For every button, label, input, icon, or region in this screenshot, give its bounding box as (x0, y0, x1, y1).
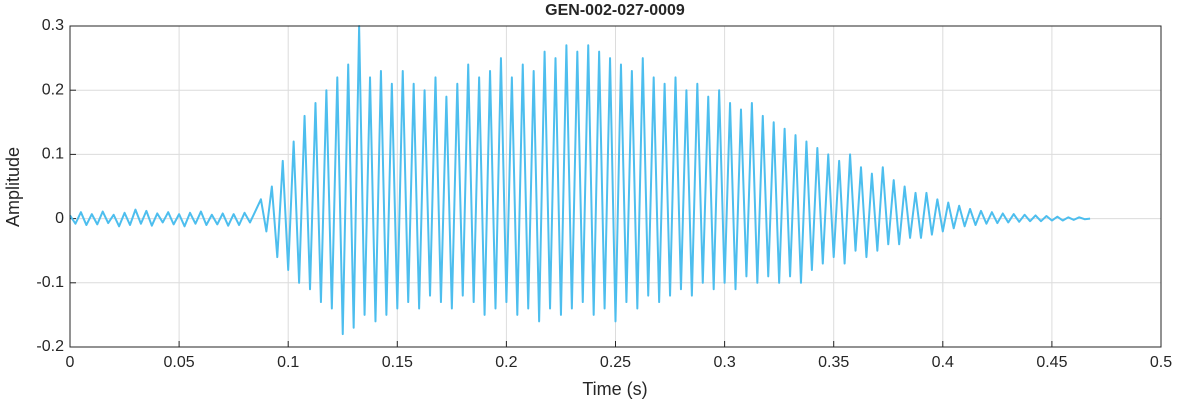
x-tick-label: 0.05 (164, 354, 195, 371)
x-tick-label: 0.5 (1150, 354, 1172, 371)
x-tick-label: 0.15 (382, 354, 413, 371)
y-tick-label: 0.1 (42, 146, 64, 163)
plot-frame (69, 25, 1162, 348)
x-axis-label: Time (s) (582, 379, 647, 399)
chart-title: GEN-002-027-0009 (545, 2, 685, 19)
x-tick-label: 0 (66, 354, 75, 371)
x-tick-label: 0.4 (932, 354, 954, 371)
x-tick-label: 0.35 (818, 354, 849, 371)
y-tick-label: -0.1 (36, 274, 64, 291)
waveform-line (69, 25, 1091, 336)
y-tick-label: 0.2 (42, 81, 64, 98)
x-tick-label: 0.25 (600, 354, 631, 371)
y-tick-label: -0.2 (36, 338, 64, 355)
y-tick-label: 0 (55, 210, 64, 227)
y-tick-label: 0.3 (42, 17, 64, 34)
y-axis-label: Amplitude (3, 147, 23, 227)
x-tick-label: 0.3 (713, 354, 735, 371)
x-tick-label: 0.2 (495, 354, 517, 371)
x-tick-label: 0.45 (1036, 354, 1067, 371)
x-tick-label: 0.1 (277, 354, 299, 371)
